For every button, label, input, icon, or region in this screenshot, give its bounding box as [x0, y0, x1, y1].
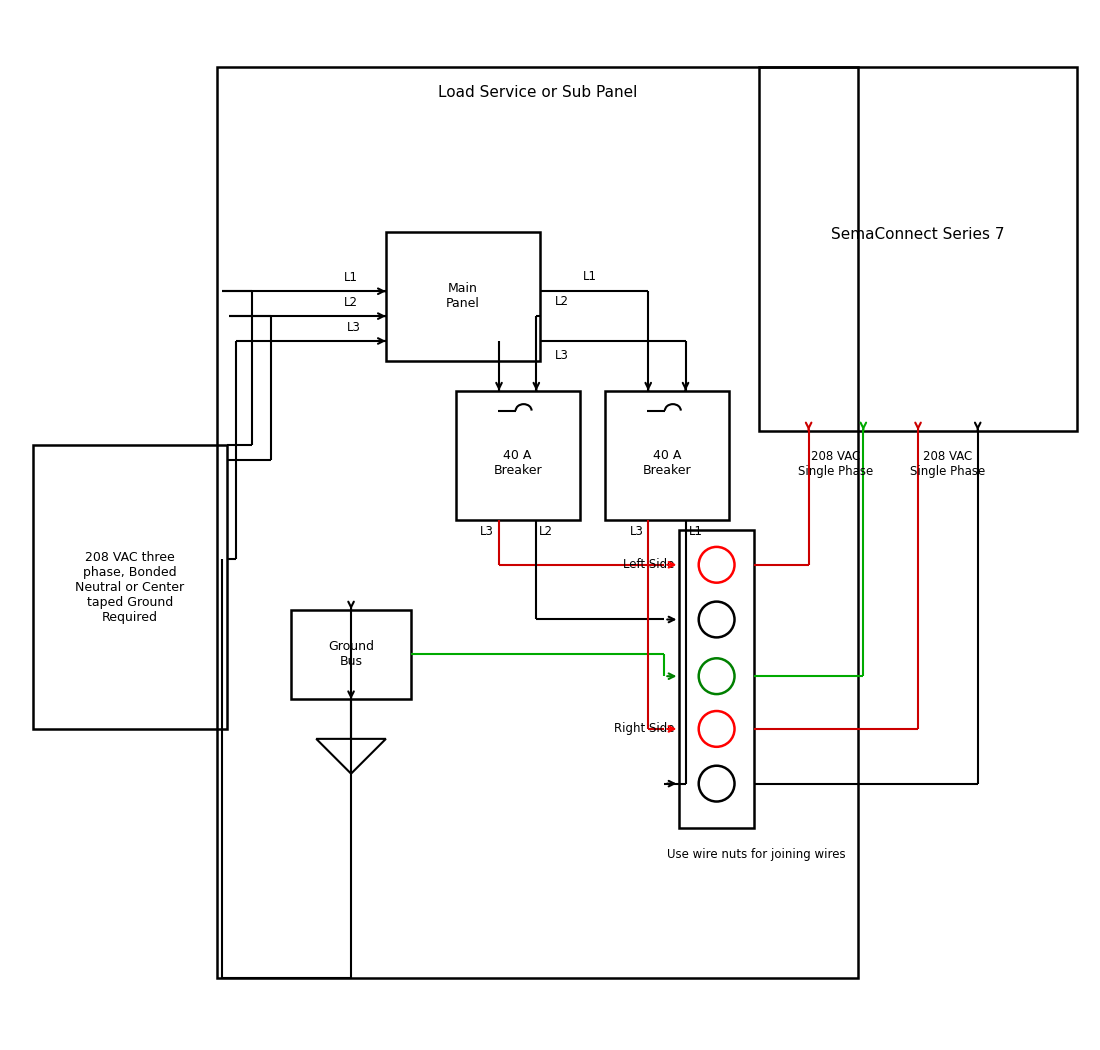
Circle shape [698, 658, 735, 694]
Text: L1: L1 [689, 525, 703, 538]
Text: 40 A
Breaker: 40 A Breaker [642, 449, 691, 478]
Text: Load Service or Sub Panel: Load Service or Sub Panel [438, 85, 637, 100]
Text: L3: L3 [348, 321, 361, 334]
Bar [292, 610, 410, 699]
Bar [33, 445, 227, 729]
Circle shape [698, 602, 735, 637]
Bar [759, 67, 1077, 430]
Text: L3: L3 [629, 525, 644, 538]
Circle shape [698, 765, 735, 801]
Text: Right Side: Right Side [614, 722, 674, 735]
Text: 40 A
Breaker: 40 A Breaker [494, 449, 542, 478]
Text: 208 VAC
Single Phase: 208 VAC Single Phase [799, 450, 873, 479]
Text: L2: L2 [556, 295, 569, 308]
Text: Ground
Bus: Ground Bus [328, 640, 374, 668]
Text: L1: L1 [583, 270, 597, 284]
Text: L2: L2 [539, 525, 553, 538]
Text: Use wire nuts for joining wires: Use wire nuts for joining wires [667, 848, 846, 861]
Text: SemaConnect Series 7: SemaConnect Series 7 [832, 227, 1004, 242]
Text: L3: L3 [481, 525, 494, 538]
Text: 208 VAC three
phase, Bonded
Neutral or Center
taped Ground
Required: 208 VAC three phase, Bonded Neutral or C… [75, 550, 185, 624]
Text: L3: L3 [556, 349, 569, 362]
Text: Main
Panel: Main Panel [446, 282, 480, 310]
Text: Left Side: Left Side [623, 559, 674, 571]
Circle shape [698, 547, 735, 583]
Bar [605, 391, 729, 520]
Circle shape [698, 711, 735, 747]
Text: L1: L1 [344, 271, 359, 285]
Bar [455, 391, 580, 520]
Bar [217, 67, 858, 978]
Text: L2: L2 [344, 296, 359, 309]
Bar [680, 530, 754, 828]
Text: 208 VAC
Single Phase: 208 VAC Single Phase [911, 450, 986, 479]
Bar [386, 232, 540, 361]
